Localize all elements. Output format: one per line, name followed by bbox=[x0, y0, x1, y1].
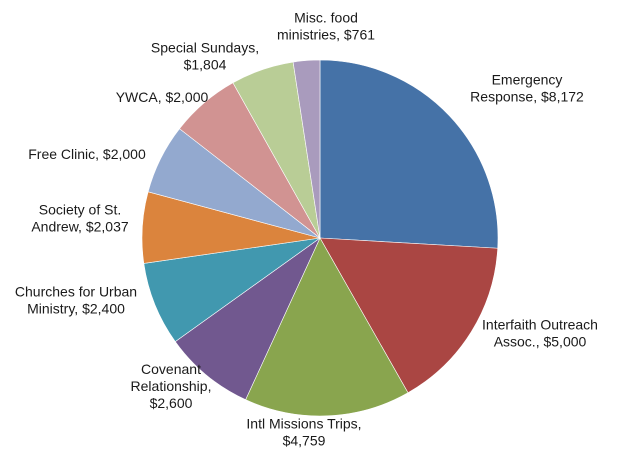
pie-slice-interfaith-outreach-assoc bbox=[319, 237, 499, 394]
pie-slice-misc-food-ministries bbox=[292, 59, 321, 239]
data-label-line: Andrew, $2,037 bbox=[31, 219, 129, 235]
data-label-line: Covenant bbox=[141, 361, 201, 377]
data-label-line: Relationship, bbox=[131, 378, 212, 394]
pie-slice-intl-missions-trips bbox=[245, 237, 409, 417]
data-label-line: Free Clinic, $2,000 bbox=[28, 146, 146, 162]
data-label-special-sundays: Special Sundays, $1,804 bbox=[151, 40, 259, 73]
data-label-line: Assoc., $5,000 bbox=[494, 334, 587, 350]
data-label-line: Society of St. bbox=[39, 202, 121, 218]
data-label-misc-food-ministries: Misc. food ministries, $761 bbox=[277, 10, 375, 43]
data-label-interfaith-outreach-assoc: Interfaith Outreach Assoc., $5,000 bbox=[482, 317, 598, 350]
data-label-intl-missions-trips: Intl Missions Trips, $4,759 bbox=[246, 416, 361, 449]
data-label-line: YWCA, $2,000 bbox=[116, 89, 209, 105]
data-label-society-of-st-andrew: Society of St. Andrew, $2,037 bbox=[31, 202, 129, 235]
data-label-free-clinic: Free Clinic, $2,000 bbox=[28, 146, 146, 162]
data-label-line: ministries, $761 bbox=[277, 27, 375, 43]
slices-layer bbox=[141, 59, 499, 417]
pie-slice-covenant-relationship bbox=[174, 237, 321, 401]
data-label-line: Emergency bbox=[492, 72, 563, 88]
data-label-line: Response, $8,172 bbox=[470, 89, 584, 105]
data-label-line: Ministry, $2,400 bbox=[27, 301, 125, 317]
data-label-line: Intl Missions Trips, bbox=[246, 416, 361, 432]
data-label-line: $2,600 bbox=[150, 395, 193, 411]
data-label-line: $4,759 bbox=[283, 433, 326, 449]
data-label-covenant-relationship: Covenant Relationship, $2,600 bbox=[131, 361, 212, 411]
data-label-ywca: YWCA, $2,000 bbox=[116, 89, 209, 105]
data-label-line: Churches for Urban bbox=[15, 284, 137, 300]
data-label-line: Interfaith Outreach bbox=[482, 317, 598, 333]
pie-slice-emergency-response bbox=[319, 59, 499, 249]
data-label-line: $1,804 bbox=[184, 57, 227, 73]
data-label-line: Misc. food bbox=[294, 10, 358, 26]
labels-layer: Emergency Response, $8,172 Interfaith Outr… bbox=[15, 10, 598, 449]
data-label-churches-for-urban-ministry: Churches for Urban Ministry, $2,400 bbox=[15, 284, 137, 317]
data-label-line: Special Sundays, bbox=[151, 40, 259, 56]
data-label-emergency-response: Emergency Response, $8,172 bbox=[470, 72, 584, 105]
